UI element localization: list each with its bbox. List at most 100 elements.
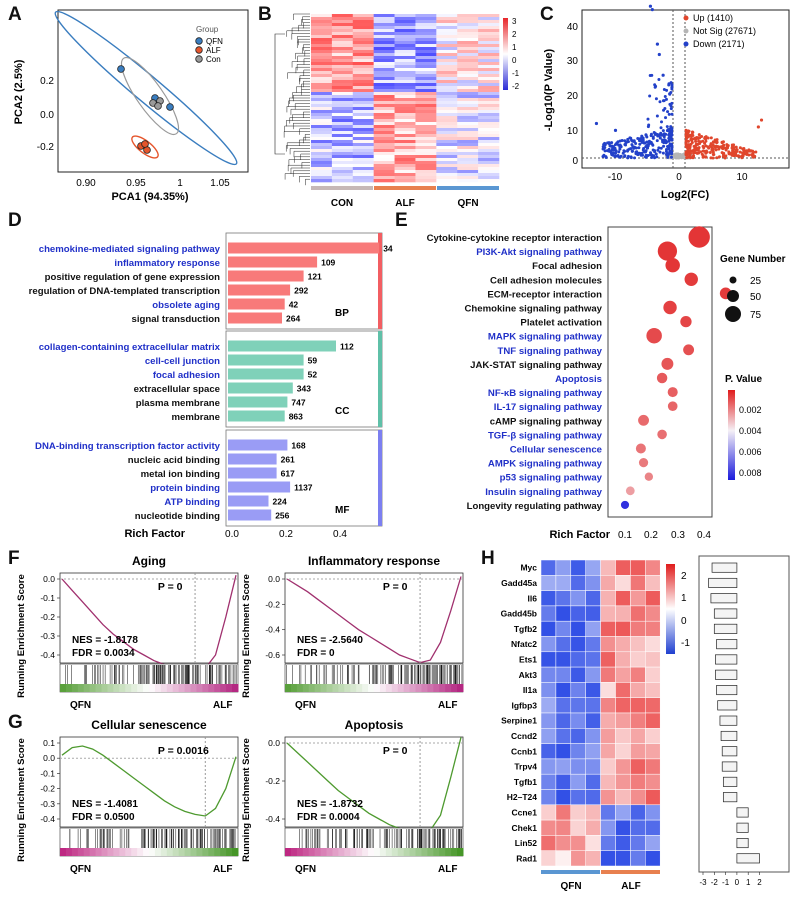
volcano-point [664, 116, 668, 120]
heatmap-cell [457, 62, 479, 66]
gene-heatmap-cell [555, 682, 572, 698]
gsea-rank-cell [214, 848, 221, 856]
heatmap-cell [415, 164, 437, 168]
heatmap-cell [352, 140, 374, 144]
heatmap-cell [436, 128, 458, 132]
gene-heatmap-cell [570, 819, 586, 836]
gene-heatmap-cell [570, 559, 586, 576]
volcano-point [657, 146, 661, 150]
dendrogram-branch [303, 136, 310, 144]
heatmap-cell [373, 161, 395, 165]
gene-heatmap-cell [630, 559, 646, 576]
log2fc-bar [716, 639, 738, 650]
volcano-ytick: 20 [567, 91, 579, 102]
heatmap-cell [394, 104, 416, 108]
heatmap-cell [311, 101, 333, 105]
heatmap-cell [457, 80, 479, 84]
go-term-label: chemokine-mediated signaling pathway [39, 244, 221, 255]
gsea-rank-cell [196, 684, 203, 692]
go-bar [228, 312, 282, 324]
heatmap-cell [415, 104, 437, 108]
volcano-legend-swatch [683, 28, 689, 34]
volcano-point [657, 52, 661, 57]
volcano-point [626, 149, 630, 153]
heatmap-cell [331, 41, 354, 45]
log2fc-bar [722, 792, 738, 803]
gsea-rank-cell [433, 848, 440, 856]
heatmap-cell [457, 140, 479, 144]
volcano-legend-swatch [683, 15, 689, 21]
gsea-nes: NES = -1.8732 [297, 799, 363, 810]
gsea-rank-cell [356, 848, 363, 856]
volcano-point [704, 135, 708, 139]
dendrogram-branch [302, 44, 310, 51]
gene-label: Akt3 [519, 670, 538, 680]
log2fc-bar [736, 807, 749, 818]
go-term-label: nucleic acid binding [128, 455, 220, 466]
heatmap-cell [331, 161, 354, 165]
heatmap-cell [394, 23, 416, 27]
volcano-point [670, 127, 674, 131]
heatmap-cell [415, 47, 437, 51]
volcano-point [711, 147, 715, 151]
heatmap-cell [352, 20, 374, 24]
volcano-point [631, 145, 635, 149]
heatmap-cell [478, 140, 500, 144]
volcano-point [667, 112, 671, 116]
heatmap-cell [394, 140, 416, 144]
gsea-rank-cell [226, 684, 233, 692]
gsea-rank-cell [172, 684, 180, 692]
volcano-point [670, 130, 674, 134]
heatmap-cell [373, 26, 395, 30]
gsea-rank-cell [154, 684, 162, 692]
colorbar-tick: 3 [512, 17, 517, 26]
heatmap-cell [311, 128, 333, 132]
heatmap-cell [331, 44, 354, 48]
heatmap-cell [373, 167, 395, 171]
gsea-rank-cell [184, 848, 192, 856]
heatmap-cell [311, 62, 333, 66]
heatmap-cell [415, 125, 437, 129]
heatmap-cell [352, 56, 374, 60]
volcano-point [697, 139, 701, 143]
heatmap-cell [394, 71, 416, 75]
gene-heatmap-cell [555, 697, 572, 714]
gene-heatmap-cell [555, 743, 572, 760]
gsea-rank-cell [208, 684, 215, 692]
gene-heatmap-cell [570, 575, 586, 591]
volcano-point [687, 143, 691, 147]
volcano-point [652, 154, 656, 158]
gene-heatmap-cell [570, 712, 586, 729]
gsea-rank-cell [296, 848, 304, 856]
heatmap-cell [311, 50, 333, 54]
gene-label: Myc [520, 563, 537, 573]
heatmap-cell [415, 119, 437, 123]
heatmap-cell [415, 101, 437, 105]
gene-heatmap-cell [540, 636, 557, 653]
volcano-point [661, 73, 665, 77]
go-term-label: DNA-binding transcription factor activit… [35, 441, 221, 452]
dendrogram-branch [289, 117, 310, 124]
gsea-rank-cell [137, 848, 144, 856]
volcano-point [666, 144, 670, 148]
heatmap-cell [352, 86, 374, 90]
gsea-rank-cell [302, 684, 310, 692]
panel-label-c: C [540, 4, 554, 25]
go-bar [228, 439, 288, 451]
kegg-pathway-label: Apoptosis [555, 374, 602, 385]
gene-heatmap-cell [585, 743, 601, 760]
volcano-point [610, 153, 614, 157]
volcano-point [654, 152, 658, 156]
gene-heatmap-cell [540, 758, 557, 775]
dendrogram-branch [292, 122, 310, 130]
heatmap-cell [373, 125, 395, 129]
volcano-point [623, 149, 627, 153]
gene-heatmap-cell [645, 620, 661, 637]
heatmap-cell [457, 122, 479, 126]
heatmap-cell [415, 32, 437, 36]
heatmap-cell [436, 29, 458, 33]
volcano-point [669, 104, 673, 108]
volcano-point [688, 145, 692, 149]
heatmap-cell [331, 59, 354, 63]
heatmap-cell [478, 170, 500, 174]
